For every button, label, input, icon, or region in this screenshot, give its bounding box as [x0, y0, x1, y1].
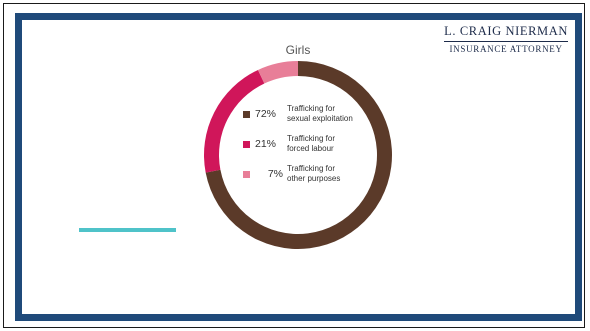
legend-value: 21%: [255, 138, 277, 150]
legend-item-sexual-exploitation: 72% Trafficking for sexual exploitation: [243, 104, 377, 124]
legend-label: Trafficking for sexual exploitation: [287, 104, 353, 123]
legend-swatch: [243, 110, 250, 118]
brand-name: L. CRAIG NIERMAN: [444, 24, 568, 42]
page-border: [3, 3, 585, 328]
legend-swatch: [243, 140, 250, 148]
brand-logo: L. CRAIG NIERMAN INSURANCE ATTORNEY: [444, 24, 568, 54]
chart-title: Girls: [285, 43, 311, 57]
legend-item-forced-labour: 21% Trafficking for forced labour: [243, 134, 377, 154]
legend-value: 72%: [255, 108, 277, 120]
legend-swatch: [243, 170, 250, 178]
chart-legend: 72% Trafficking for sexual exploitation …: [243, 104, 377, 191]
slice-other-purposes: [257, 61, 298, 84]
accent-line: [79, 228, 176, 232]
legend-value: 7%: [267, 168, 283, 180]
brand-tagline: INSURANCE ATTORNEY: [449, 44, 563, 54]
legend-label: Trafficking for other purposes: [287, 164, 341, 183]
donut-slices: [204, 61, 392, 249]
legend-label: Trafficking for forced labour: [287, 134, 336, 153]
legend-item-other-purposes: 7% Trafficking for other purposes: [243, 164, 377, 184]
slice-forced-labour: [204, 69, 265, 173]
